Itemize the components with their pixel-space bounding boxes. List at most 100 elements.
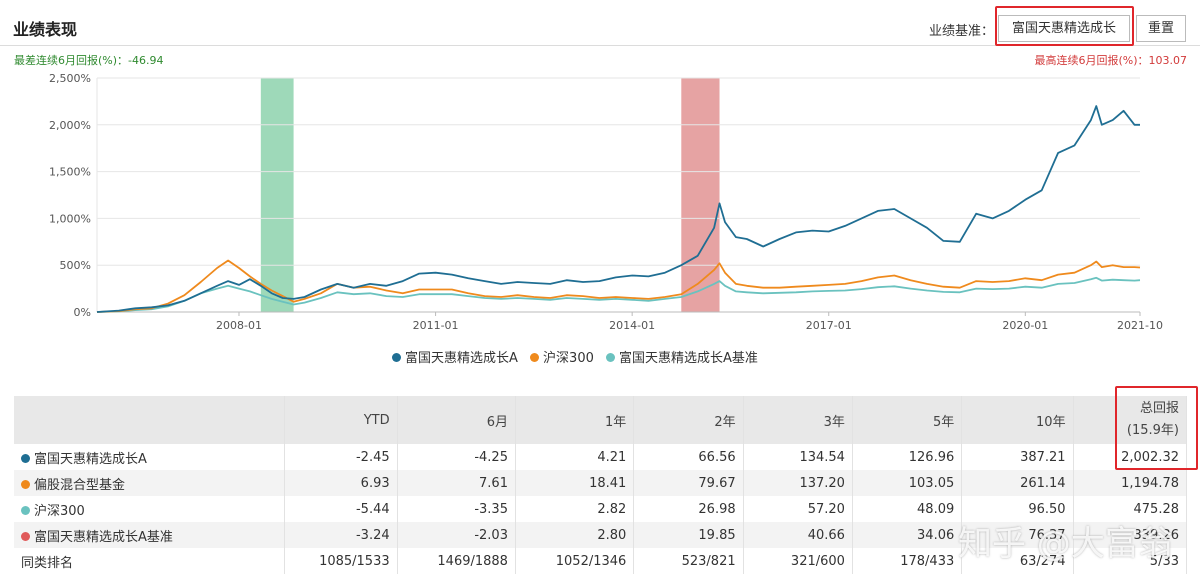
row-label: 富国天惠精选成长A基准 xyxy=(34,529,173,545)
table-cell: -2.45 xyxy=(284,444,398,470)
table-cell: 63/274 xyxy=(961,548,1074,574)
table-cell: 339.26 xyxy=(1073,522,1188,548)
table-cell: 1052/1346 xyxy=(515,548,635,574)
chart-legend: 富国天惠精选成长A 沪深300 富国天惠精选成长A基准 xyxy=(392,347,766,366)
y-tick-label: 2,500% xyxy=(49,72,91,85)
table-cell: 126.96 xyxy=(852,444,963,470)
total-return-header: 总回报 xyxy=(1139,401,1179,416)
table-cell: -5.44 xyxy=(284,496,398,522)
table-cell: 34.06 xyxy=(852,522,963,548)
table-cell: 134.54 xyxy=(743,444,853,470)
table-cell: 26.98 xyxy=(633,496,744,522)
table-cell: 261.14 xyxy=(961,470,1074,496)
y-tick-label: 0% xyxy=(74,306,91,319)
benchmark-select[interactable]: 富国天惠精选成长 xyxy=(998,15,1130,42)
performance-chart[interactable]: 2,500%2,000%1,500%1,000%500%0% 2008-01 20… xyxy=(0,66,1200,336)
table-cell: -4.25 xyxy=(397,444,516,470)
table-cell: -3.35 xyxy=(397,496,516,522)
table-header xyxy=(14,396,286,444)
chart-bands xyxy=(260,78,720,312)
y-tick-label: 500% xyxy=(60,259,91,272)
row-name: 富国天惠精选成长A基准 xyxy=(14,522,286,548)
table-cell: 137.20 xyxy=(743,470,853,496)
table-cell: 178/433 xyxy=(852,548,963,574)
table-row: 富国天惠精选成长A基准 -3.24 -2.03 2.80 19.85 40.66 34.06… xyxy=(14,522,1188,548)
header: 业绩表现 业绩基准： 富国天惠精选成长 重置 xyxy=(0,0,1200,46)
row-dot-icon xyxy=(21,531,30,541)
table-row: 偏股混合型基金 6.93 7.61 18.41 79.67 137.20 103.05 261… xyxy=(14,470,1188,496)
table-cell: 18.41 xyxy=(515,470,635,496)
legend-item[interactable]: 沪深300 xyxy=(530,347,594,366)
total-years-header: (15.9年) xyxy=(1126,423,1179,438)
table-cell: 76.37 xyxy=(961,522,1074,548)
table-cell: 48.09 xyxy=(852,496,963,522)
legend-item[interactable]: 富国天惠精选成长A基准 xyxy=(606,347,758,366)
x-axis: 2008-01 2011-01 2014-01 2017-01 2020-01 2021-… xyxy=(97,311,1163,332)
table-cell: 103.05 xyxy=(852,470,963,496)
table-row: 富国天惠精选成长A -2.45 -4.25 4.21 66.56 134.54 126.96… xyxy=(14,444,1188,470)
table-header: 10年 xyxy=(961,396,1074,444)
table-cell: 475.28 xyxy=(1073,496,1188,522)
x-tick-label: 2011-01 xyxy=(413,319,459,332)
table-header: 6月 xyxy=(397,396,516,444)
table-cell: 7.61 xyxy=(397,470,516,496)
row-label: 富国天惠精选成长A xyxy=(34,451,147,467)
y-axis: 2,500% 2,000% 1,500% 1,000% 500% 0% xyxy=(49,72,91,319)
table-cell: 4.21 xyxy=(515,444,635,470)
y-tick-label: 1,000% xyxy=(49,212,91,225)
table-cell: 1,194.78 xyxy=(1073,470,1188,496)
chart-band-best xyxy=(681,78,720,312)
benchmark-label: 业绩基准： xyxy=(929,24,995,39)
row-name: 偏股混合型基金 xyxy=(14,470,286,496)
table-cell: 19.85 xyxy=(633,522,744,548)
row-dot-icon xyxy=(21,505,30,515)
x-tick-label: 2008-01 xyxy=(216,319,262,332)
table-cell: 6.93 xyxy=(284,470,398,496)
table-cell: 66.56 xyxy=(633,444,744,470)
row-label: 同类排名 xyxy=(21,555,74,571)
table-cell: -2.03 xyxy=(397,522,516,548)
table-row: 沪深300 -5.44 -3.35 2.82 26.98 57.20 48.09 96.50 4… xyxy=(14,496,1188,522)
legend-dot xyxy=(530,353,540,362)
chart-series xyxy=(96,105,1141,313)
legend-label: 富国天惠精选成长A xyxy=(405,351,518,366)
table-cell: 2,002.32 xyxy=(1073,444,1188,470)
table-cell: 79.67 xyxy=(633,470,744,496)
table-cell: 2.80 xyxy=(515,522,635,548)
legend-label: 沪深300 xyxy=(543,351,594,366)
table-cell: 2.82 xyxy=(515,496,635,522)
table-row: 同类排名 1085/1533 1469/1888 1052/1346 523/821 32… xyxy=(14,548,1188,574)
table-cell: -3.24 xyxy=(284,522,398,548)
series-line xyxy=(96,105,1140,313)
legend-dot xyxy=(392,353,401,362)
table-cell: 40.66 xyxy=(743,522,853,548)
row-label: 偏股混合型基金 xyxy=(34,477,126,493)
table-cell: 321/600 xyxy=(743,548,853,574)
y-tick-label: 1,500% xyxy=(49,166,91,179)
row-name: 沪深300 xyxy=(14,496,286,522)
table-cell: 57.20 xyxy=(743,496,853,522)
row-dot-icon xyxy=(21,453,30,463)
legend-item[interactable]: 富国天惠精选成长A xyxy=(392,347,518,366)
table-cell: 1469/1888 xyxy=(397,548,516,574)
table-header-total: 总回报 (15.9年) xyxy=(1073,396,1188,444)
table-cell: 1085/1533 xyxy=(284,548,398,574)
reset-button[interactable]: 重置 xyxy=(1136,15,1186,42)
performance-table: YTD 6月 1年 2年 3年 5年 10年 总回报 (15.9年) 富国天惠精选… xyxy=(14,396,1188,574)
series-line xyxy=(96,276,1141,313)
table-header-row: YTD 6月 1年 2年 3年 5年 10年 总回报 (15.9年) xyxy=(14,396,1188,444)
worst-6m-return: 最差连续6月回报(%)：-46.94 xyxy=(14,54,164,67)
table-cell: 523/821 xyxy=(633,548,744,574)
row-name: 富国天惠精选成长A xyxy=(14,444,286,470)
table-cell: 387.21 xyxy=(961,444,1074,470)
legend-label: 富国天惠精选成长A基准 xyxy=(619,351,758,366)
table-cell: 96.50 xyxy=(961,496,1074,522)
section-title: 业绩表现 xyxy=(13,20,78,39)
table-header: 1年 xyxy=(515,396,635,444)
table-header: 5年 xyxy=(852,396,963,444)
row-dot-icon xyxy=(21,479,30,489)
table-header: YTD xyxy=(284,396,398,444)
series-line xyxy=(96,259,1141,313)
x-tick-label: 2021-10 xyxy=(1117,319,1163,332)
x-tick-label: 2014-01 xyxy=(609,319,655,332)
